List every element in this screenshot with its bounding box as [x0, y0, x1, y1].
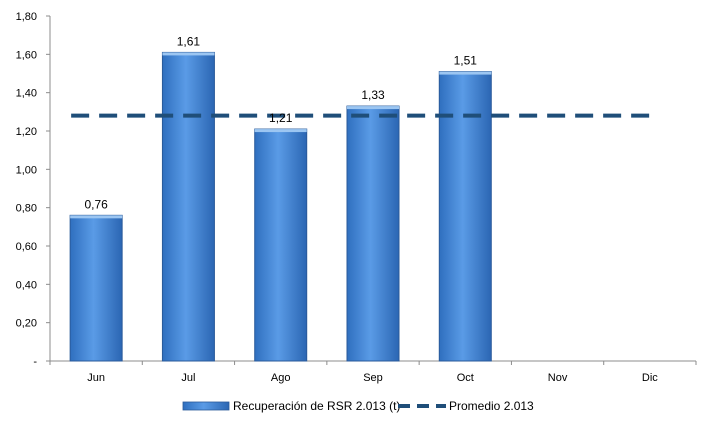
y-tick-label: 1,00 — [16, 164, 37, 176]
y-tick-label: 1,20 — [16, 126, 37, 138]
y-tick-label: 1,60 — [16, 49, 37, 61]
y-tick-label: 0,80 — [16, 203, 37, 215]
bar — [254, 128, 308, 362]
data-label: 1,51 — [454, 54, 478, 68]
axes: - 0,20 0,40 0,60 0,80 1,00 1,20 1,40 1,60 1,80 Jun… — [16, 11, 697, 384]
legend: Recuperación de RSR 2.013 (t) Promedio 2… — [182, 399, 534, 413]
y-tick-label: - — [33, 356, 37, 368]
y-tick-label: 1,80 — [16, 11, 37, 23]
bar — [438, 71, 492, 362]
bar-top-highlight — [162, 52, 215, 56]
data-label: 1,21 — [269, 111, 293, 125]
x-tick-label: Nov — [548, 372, 568, 384]
bar-series — [69, 51, 492, 362]
legend-label-bars: Recuperación de RSR 2.013 (t) — [233, 399, 400, 413]
x-tick-label: Ago — [271, 372, 291, 384]
bar — [69, 214, 123, 362]
legend-label-average: Promedio 2.013 — [449, 399, 534, 413]
x-tick-label: Oct — [457, 372, 474, 384]
bar-top-highlight — [439, 71, 492, 75]
y-tick-label: 0,60 — [16, 241, 37, 253]
y-tick-label: 0,40 — [16, 279, 37, 291]
bar — [346, 105, 400, 362]
data-labels: 0,76 1,61 1,21 1,33 1,51 — [84, 34, 477, 211]
x-tick-label: Jul — [181, 372, 195, 384]
data-label: 1,33 — [361, 88, 385, 102]
data-label: 0,76 — [84, 197, 108, 211]
x-tick-label: Jun — [87, 372, 105, 384]
data-label: 1,61 — [177, 34, 201, 48]
x-tick-label: Dic — [642, 372, 658, 384]
bar-top-highlight — [70, 215, 123, 219]
bar-top-highlight — [347, 106, 399, 110]
bar — [161, 51, 215, 362]
y-tick-label: 1,40 — [16, 88, 37, 100]
legend-swatch-bars — [182, 401, 230, 411]
x-tick-label: Sep — [363, 372, 383, 384]
bar-top-highlight — [254, 129, 307, 133]
y-tick-label: 0,20 — [16, 318, 37, 330]
